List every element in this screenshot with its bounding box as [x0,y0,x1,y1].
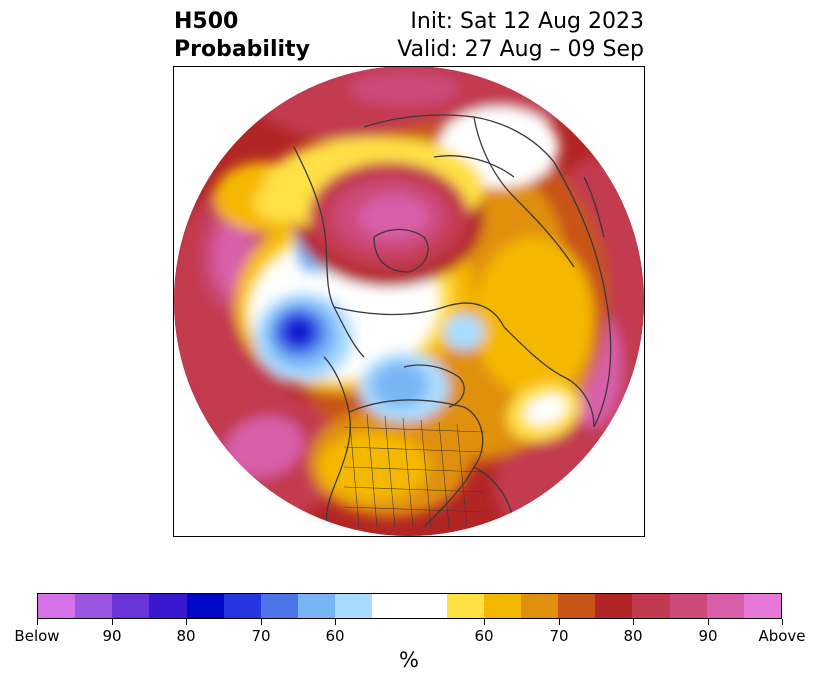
colorbar-tick [261,619,262,625]
coastline [553,161,612,428]
valid-range: Valid: 27 Aug – 09 Sep [397,37,644,62]
anomaly-region [372,363,428,407]
colorbar-tick [633,619,634,625]
state-border [343,446,485,453]
state-border [343,486,485,493]
anomaly-region [474,237,594,397]
title-variable: H500 [174,9,239,34]
state-border [343,426,485,433]
colorbar-tick-label: 90 [102,627,122,645]
anomaly-field [174,67,644,536]
state-border [343,466,485,473]
colorbar-tick-label: 90 [698,627,718,645]
map-panel [173,66,645,537]
colorbar-swatch [706,594,744,618]
colorbar-tick-label: 80 [176,627,196,645]
coastline [473,116,575,268]
coastline [333,302,505,328]
colorbar-tick-label: 60 [325,627,345,645]
anomaly-region [444,314,484,350]
colorbar-swatch [298,594,336,618]
coastline [403,364,465,408]
coastline [293,146,365,358]
colorbar-swatch [446,594,484,618]
colorbar-swatch [595,594,633,618]
colorbar-tick [37,619,38,625]
state-border [438,421,450,528]
colorbar-tick [112,619,113,625]
init-date: Init: Sat 12 Aug 2023 [410,9,644,34]
colorbar-tick-label: 60 [474,627,494,645]
colorbar-swatch [260,594,299,618]
colorbar-swatch [186,594,224,618]
state-border [402,417,414,528]
title-right: Init: Sat 12 Aug 2023 Valid: 27 Aug – 09… [397,8,644,64]
anomaly-region [289,322,309,342]
colorbar-unit-label: % [399,648,419,672]
state-border [456,423,468,528]
colorbar [37,593,782,619]
map-disc [174,67,644,536]
title-left: H500 Probability [174,8,310,64]
colorbar-tick-label: 70 [251,627,271,645]
colorbar-swatch [743,594,782,618]
colorbar-swatch [149,594,187,618]
anomaly-region [349,71,459,107]
anomaly-region [224,416,304,478]
coastline [363,114,555,163]
state-border [348,411,360,528]
coastline [373,228,429,273]
coastline [348,399,484,528]
anomaly-region [524,394,568,426]
colorbar-swatch [335,594,373,618]
coastline [583,176,605,238]
colorbar-tick [782,619,783,625]
colorbar-tick-label: Below [14,627,60,645]
colorbar-tick [708,619,709,625]
colorbar-tick-label: 80 [623,627,643,645]
colorbar-swatch [75,594,113,618]
colorbar-tick [484,619,485,625]
colorbar-tick-label: 70 [549,627,569,645]
colorbar-tick-label: Above [758,627,806,645]
state-border [343,506,485,513]
colorbar-swatch [669,594,707,618]
state-border [420,419,432,528]
political-borders [343,411,485,528]
probability-map [174,67,644,536]
title-product: Probability [174,37,310,62]
coastline [503,326,595,428]
colorbar-swatch [521,594,559,618]
colorbar-swatch [223,594,261,618]
coastline [323,356,351,536]
anomaly-region [358,195,430,239]
colorbar-tick [335,619,336,625]
colorbar-swatch [558,594,596,618]
colorbar-swatch [112,594,150,618]
colorbar-swatch [632,594,670,618]
colorbar-swatch [483,594,522,618]
colorbar-swatch [38,594,76,618]
colorbar-tick [186,619,187,625]
coastline [433,155,515,178]
colorbar-tick [559,619,560,625]
colorbar-swatch [372,594,447,618]
